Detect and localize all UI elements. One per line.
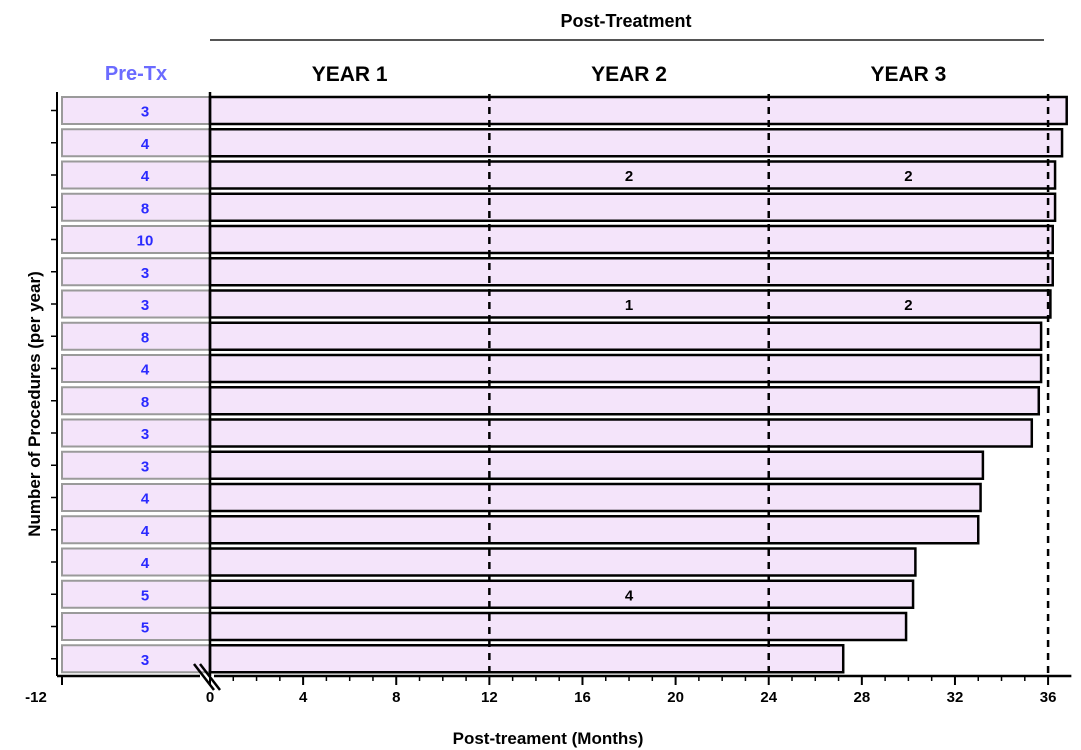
pre-tx-value: 10	[137, 233, 154, 250]
pre-tx-value: 4	[141, 491, 150, 508]
patient-bar	[208, 644, 845, 674]
pre-tx-cell	[61, 547, 211, 577]
pre-tx-value: 3	[141, 458, 149, 475]
axes-layer	[51, 92, 1072, 691]
pre-tx-value: 4	[141, 555, 150, 572]
pre-tx-value: 4	[141, 136, 150, 153]
pre-tx-value: 4	[141, 362, 150, 379]
x-axis-label: Post-treament (Months)	[453, 729, 644, 748]
pre-tx-value: 8	[141, 394, 149, 411]
x-tick-label: 24	[760, 689, 777, 706]
patient-bar	[208, 450, 985, 480]
x-tick-label: -12	[25, 689, 47, 706]
year2-procedures: 1	[625, 297, 633, 314]
pre-tx-value: 5	[141, 620, 149, 637]
labels-layer: Post-Treatment Pre-Tx Post-treament (Mon…	[25, 11, 1056, 748]
pre-tx-cell	[61, 192, 211, 222]
x-tick-label: 32	[947, 689, 964, 706]
pre-tx-cell	[61, 483, 211, 512]
pre-tx-value: 3	[141, 652, 149, 669]
patient-bar	[208, 128, 1064, 158]
patient-bar	[208, 418, 1034, 448]
pre-tx-value: 3	[141, 426, 149, 443]
patient-bar	[208, 224, 1054, 255]
patient-bar	[208, 257, 1054, 287]
pre-tx-cell	[61, 579, 211, 609]
pre-tx-value: 3	[141, 297, 149, 314]
pre-tx-cell	[61, 257, 211, 287]
patient-bar	[208, 321, 1043, 351]
reference-lines-layer	[488, 94, 1050, 676]
pre-tx-value: 8	[141, 200, 149, 217]
x-tick-label: 16	[574, 689, 591, 706]
year-header-1: YEAR 1	[312, 63, 388, 86]
x-tick-label: 0	[206, 689, 214, 706]
pre-tx-value: 8	[141, 329, 149, 346]
pre-tx-cell	[61, 160, 211, 190]
y-axis-label: Number of Procedures (per year)	[25, 271, 44, 536]
x-tick-label: 28	[853, 689, 870, 706]
x-tick-label: 12	[481, 689, 498, 706]
pre-tx-value: 4	[141, 523, 150, 540]
bars-layer	[61, 95, 1068, 674]
header-title: Post-Treatment	[560, 11, 691, 31]
pre-tx-value: 3	[141, 104, 149, 121]
pre-tx-cell	[61, 418, 211, 448]
pre-tx-header: Pre-Tx	[105, 63, 167, 85]
x-tick-label: 20	[667, 689, 684, 706]
patient-bar	[208, 353, 1043, 384]
pre-tx-cell	[61, 321, 211, 351]
pre-tx-cell	[61, 386, 211, 416]
patient-bar	[208, 515, 980, 545]
axis-break-mark	[193, 663, 215, 691]
pre-tx-value: 4	[141, 168, 150, 185]
patient-bar	[208, 579, 915, 609]
patient-bar	[208, 547, 917, 577]
pre-tx-cell	[61, 515, 211, 545]
x-tick-label: 8	[392, 689, 400, 706]
x-tick-label: 4	[299, 689, 308, 706]
pre-tx-cell	[61, 354, 211, 383]
pre-tx-cell	[61, 289, 211, 319]
patient-bar	[208, 482, 982, 513]
patient-bar	[208, 95, 1068, 126]
patient-bar	[208, 611, 908, 642]
pre-tx-value: 3	[141, 265, 149, 282]
patient-bar	[208, 289, 1052, 319]
year-header-2: YEAR 2	[591, 63, 667, 86]
year-header-3: YEAR 3	[870, 63, 946, 86]
patient-bar	[208, 192, 1057, 222]
patient-bar	[208, 386, 1041, 416]
pre-tx-cell	[61, 225, 211, 254]
pre-tx-cell	[61, 96, 211, 125]
pre-tx-value: 5	[141, 587, 149, 604]
pre-tx-cell	[61, 644, 211, 674]
x-tick-label: 36	[1040, 689, 1057, 706]
year2-procedures: 2	[625, 168, 633, 185]
year3-procedures: 2	[904, 297, 912, 314]
pre-tx-cell	[61, 450, 211, 480]
pre-tx-cell	[61, 612, 211, 641]
year3-procedures: 2	[904, 168, 912, 185]
year2-procedures: 4	[625, 587, 634, 604]
pre-tx-cell	[61, 128, 211, 158]
